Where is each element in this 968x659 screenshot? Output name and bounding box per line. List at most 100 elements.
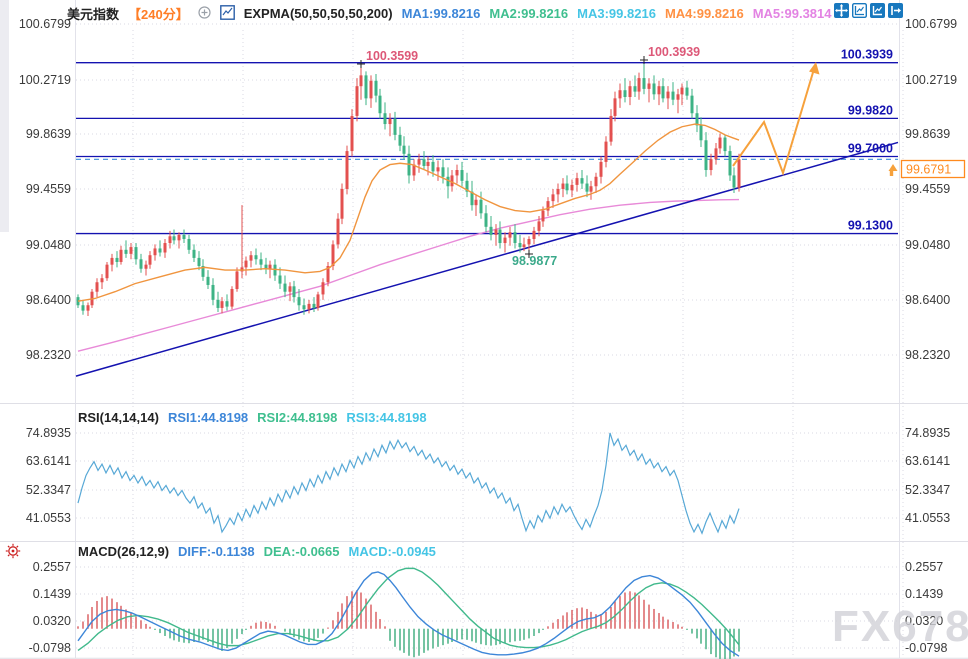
axis-label-left: 98.2320 [26, 348, 71, 362]
macd-diff-value: DIFF:-0.1138 [178, 544, 255, 559]
axis-label-right: 99.4559 [905, 182, 950, 196]
axis-label-right: 52.3347 [905, 483, 950, 497]
candle-body [158, 248, 162, 253]
candle-body [244, 260, 248, 268]
axis-label-left: 99.8639 [26, 127, 71, 141]
axis-chart-filled-icon[interactable] [870, 3, 885, 18]
axis-label-right: 99.0480 [905, 238, 950, 252]
candle-body [187, 238, 191, 250]
price-level-label: 100.3939 [841, 48, 893, 62]
add-indicator-icon[interactable] [198, 5, 211, 22]
exit-fullscreen-icon[interactable] [888, 3, 903, 18]
macd-dea-value: DEA:-0.0665 [263, 544, 340, 559]
candle-body [331, 244, 335, 267]
macd-hist-value: MACD:-0.0945 [348, 544, 436, 559]
indicator-chart-icon[interactable] [219, 4, 235, 23]
rsi-line [77, 432, 740, 535]
candle-body [594, 176, 598, 187]
symbol-title: 美元指数 [67, 7, 120, 22]
candle-body [728, 151, 732, 176]
extreme-marker-icon [640, 56, 648, 64]
rsi-panel-header: RSI(14,14,14) RSI1:44.8198 RSI2:44.8198 … [78, 410, 427, 425]
candle-body [148, 255, 152, 265]
candle-body [124, 249, 128, 254]
axis-label-right: 100.2719 [905, 73, 957, 87]
axis-chart-outline-icon[interactable] [852, 3, 867, 18]
candle-body [498, 229, 502, 244]
candle-body [551, 194, 555, 202]
candle-body [699, 125, 703, 141]
extreme-marker-icon [525, 250, 533, 258]
candle-body [661, 86, 665, 99]
axis-label-left: -0.0798 [29, 641, 71, 655]
candle-body [220, 301, 224, 308]
axis-label-right: 63.6141 [905, 454, 950, 468]
candle-body [326, 266, 330, 283]
candle-body [723, 137, 727, 152]
candle-body [532, 230, 536, 239]
candle-body [374, 80, 378, 96]
candle-body [398, 134, 402, 146]
ma4-value: MA4:99.8216 [664, 6, 744, 21]
ma3-value: MA3:99.8216 [577, 6, 656, 21]
ma2-value: MA2:99.8216 [489, 6, 569, 21]
period-label[interactable]: 【240分】 [128, 7, 189, 22]
candle-body [666, 91, 670, 99]
ema200-line [77, 198, 740, 352]
candle-body [302, 305, 306, 310]
candle-body [201, 266, 205, 277]
candle-body [402, 145, 406, 154]
candle-body [618, 90, 622, 99]
candle-body [264, 264, 268, 269]
candle-body [259, 259, 263, 265]
trendline[interactable] [75, 141, 899, 377]
axis-label-left: 99.4559 [26, 182, 71, 196]
candle-body [680, 87, 684, 95]
candle-body [570, 184, 574, 191]
candle-body [575, 178, 579, 185]
candle-body [182, 234, 186, 239]
candle-body [254, 255, 258, 260]
candle-body [350, 115, 354, 152]
pan-move-icon[interactable] [834, 3, 849, 18]
macd-title[interactable]: MACD(26,12,9) [78, 544, 170, 559]
candle-body [518, 243, 522, 248]
drawn-arrow-head[interactable] [809, 62, 820, 75]
price-level-label: 99.7000 [848, 142, 893, 156]
candle-body [446, 176, 450, 187]
candle-body [541, 210, 545, 222]
candle-body [364, 75, 368, 99]
axis-label-left: 100.6799 [19, 17, 71, 31]
macd-diff-line [77, 571, 740, 657]
candle-body [105, 264, 109, 279]
candle-body [393, 118, 397, 135]
price-level-label: 99.1300 [848, 219, 893, 233]
candle-body [460, 170, 464, 181]
indicator-label[interactable]: EXPMA(50,50,50,50,200) [243, 6, 393, 21]
candle-body [316, 294, 320, 308]
candle-body [690, 95, 694, 114]
candle-body [652, 83, 656, 95]
current-price-arrow-stem [889, 171, 894, 176]
drawn-arrow-line[interactable] [732, 68, 815, 177]
candle-body [426, 161, 430, 166]
candle-body [119, 249, 123, 262]
candle-body [556, 188, 560, 195]
rsi-title[interactable]: RSI(14,14,14) [78, 410, 159, 425]
candle-body [283, 283, 287, 292]
candle-body [537, 221, 541, 231]
candle-body [565, 183, 569, 191]
candle-body [709, 159, 713, 171]
candle-body [642, 78, 646, 89]
axis-label-left: 63.6141 [26, 454, 71, 468]
current-price-tag-box[interactable] [900, 159, 966, 179]
crosshair-tool-icon[interactable] [5, 543, 21, 559]
candle-body [297, 297, 301, 306]
price-annotation: 100.3599 [366, 49, 418, 63]
candle-body [527, 238, 531, 245]
candle-body [685, 87, 689, 96]
axis-label-left: 98.6400 [26, 293, 71, 307]
candle-body [508, 232, 512, 238]
